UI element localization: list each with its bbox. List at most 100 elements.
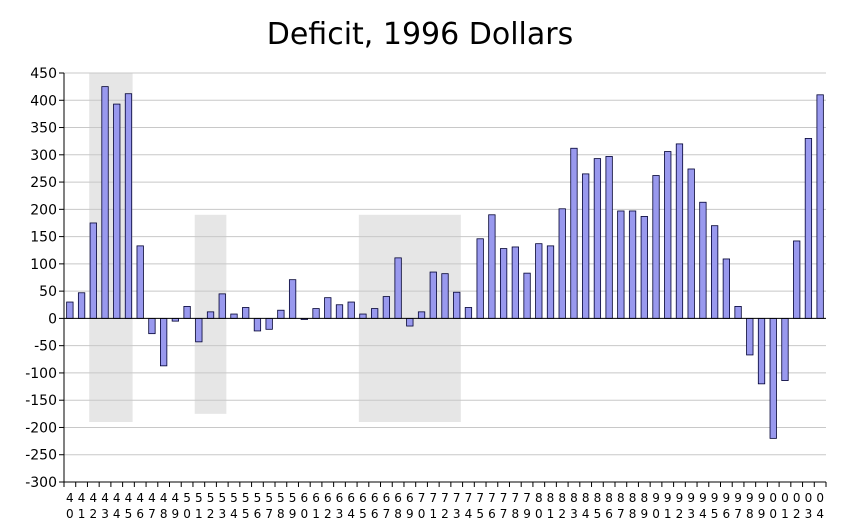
x-tick-label-top-1941: 4 xyxy=(78,491,86,505)
bar-1993 xyxy=(687,168,695,319)
x-tick-label-bottom-1990: 0 xyxy=(652,507,660,521)
x-tick-label-bottom-1977: 7 xyxy=(500,507,508,521)
x-tick-label-bottom-1948: 8 xyxy=(160,507,168,521)
x-tick-label-bottom-1985: 5 xyxy=(594,507,602,521)
x-tick-label-top-1968: 6 xyxy=(394,491,402,505)
bar-1985 xyxy=(593,158,602,319)
x-tick-label-bottom-1960: 0 xyxy=(301,507,309,521)
y-tick-label-50: 50 xyxy=(39,284,57,300)
bar-1987 xyxy=(617,210,625,319)
bar-2003 xyxy=(804,138,813,319)
bar-1977 xyxy=(499,248,508,319)
x-tick-label-top-1995: 9 xyxy=(711,491,719,505)
x-tick-label-bottom-1973: 3 xyxy=(453,507,461,521)
x-tick-label-top-1981: 8 xyxy=(547,491,555,505)
x-tick-label-top-1956: 5 xyxy=(254,491,262,505)
bar-1945 xyxy=(124,93,133,319)
bar-1941 xyxy=(77,292,86,319)
x-tick-label-bottom-1988: 8 xyxy=(629,507,637,521)
x-tick-label-top-1967: 6 xyxy=(383,491,391,505)
x-tick-label-bottom-2000: 0 xyxy=(769,507,777,521)
x-tick-label-bottom-1959: 9 xyxy=(289,507,297,521)
x-tick-label-bottom-1965: 5 xyxy=(359,507,367,521)
x-tick-label-top-1961: 6 xyxy=(312,491,320,505)
x-tick-label-top-1980: 8 xyxy=(535,491,543,505)
y-tick-label-350: 350 xyxy=(30,121,57,137)
x-tick-label-bottom-1953: 3 xyxy=(218,507,226,521)
x-tick-label-top-1997: 9 xyxy=(734,491,742,505)
x-tick-label-bottom-1989: 9 xyxy=(640,507,648,521)
bar-1972 xyxy=(441,273,449,319)
x-tick-label-bottom-1994: 4 xyxy=(699,507,707,521)
y-tick-label-100: 100 xyxy=(30,257,57,273)
bar-1983 xyxy=(570,147,578,319)
x-tick-label-bottom-1976: 6 xyxy=(488,507,496,521)
x-tick-label-top-1944: 4 xyxy=(113,491,121,505)
bar-1946 xyxy=(136,245,144,319)
bar-1953 xyxy=(218,293,226,319)
bar-1990 xyxy=(652,175,660,319)
y-tick-label--50: -50 xyxy=(34,339,57,355)
x-tick-label-bottom-1982: 2 xyxy=(558,507,566,521)
bar-1976 xyxy=(488,214,496,319)
x-tick-label-bottom-1980: 0 xyxy=(535,507,543,521)
x-tick-label-bottom-2002: 2 xyxy=(793,507,801,521)
x-tick-label-top-1964: 6 xyxy=(347,491,355,505)
x-tick-label-bottom-1942: 2 xyxy=(89,507,97,521)
x-tick-label-bottom-1969: 9 xyxy=(406,507,414,521)
x-tick-label-top-1950: 5 xyxy=(183,491,191,505)
bar-1958 xyxy=(277,309,285,319)
x-tick-label-top-1975: 7 xyxy=(476,491,484,505)
y-tick-label-150: 150 xyxy=(30,230,57,246)
x-tick-label-top-1978: 7 xyxy=(512,491,520,505)
bar-2000 xyxy=(769,317,777,439)
x-tick-label-top-1977: 7 xyxy=(500,491,508,505)
bar-1963 xyxy=(335,304,344,319)
x-tick-label-top-1948: 4 xyxy=(160,491,168,505)
x-tick-label-bottom-2001: 1 xyxy=(781,507,789,521)
x-tick-label-top-1983: 8 xyxy=(570,491,578,505)
bar-1997 xyxy=(734,306,742,319)
y-tick-label-300: 300 xyxy=(30,148,57,164)
x-tick-label-top-1999: 9 xyxy=(758,491,766,505)
x-tick-label-top-1959: 5 xyxy=(289,491,297,505)
x-tick-label-top-1993: 9 xyxy=(687,491,695,505)
x-tick-label-bottom-1996: 6 xyxy=(723,507,731,521)
x-tick-label-bottom-1957: 7 xyxy=(265,507,273,521)
x-tick-label-top-2002: 0 xyxy=(793,491,801,505)
x-tick-label-top-1947: 4 xyxy=(148,491,156,505)
bar-1959 xyxy=(288,279,297,319)
bar-1982 xyxy=(558,208,566,319)
x-tick-label-top-1960: 6 xyxy=(301,491,309,505)
bar-2001 xyxy=(781,317,789,381)
bar-1984 xyxy=(582,173,590,319)
x-tick-label-bottom-1972: 2 xyxy=(441,507,449,521)
x-tick-label-bottom-1956: 6 xyxy=(254,507,262,521)
x-tick-label-bottom-1951: 1 xyxy=(195,507,203,521)
x-tick-label-bottom-1987: 7 xyxy=(617,507,625,521)
x-tick-label-top-1998: 9 xyxy=(746,491,754,505)
x-tick-label-top-1992: 9 xyxy=(676,491,684,505)
x-tick-label-top-1996: 9 xyxy=(723,491,731,505)
x-tick-label-bottom-2004: 4 xyxy=(816,507,824,521)
bar-1954 xyxy=(230,313,238,319)
x-tick-label-bottom-1981: 1 xyxy=(547,507,555,521)
bar-1996 xyxy=(722,258,730,319)
x-tick-label-bottom-1966: 6 xyxy=(371,507,379,521)
x-tick-label-top-1973: 7 xyxy=(453,491,461,505)
x-tick-label-bottom-1991: 1 xyxy=(664,507,672,521)
x-tick-label-bottom-1947: 7 xyxy=(148,507,156,521)
x-tick-label-bottom-1952: 2 xyxy=(207,507,215,521)
bar-1962 xyxy=(324,297,332,319)
bar-1986 xyxy=(605,156,613,319)
bar-1970 xyxy=(417,311,426,319)
x-tick-label-bottom-1992: 2 xyxy=(676,507,684,521)
bar-1979 xyxy=(523,272,531,319)
x-tick-label-top-1972: 7 xyxy=(441,491,449,505)
x-tick-label-top-1958: 5 xyxy=(277,491,285,505)
y-tick-labels: 450 400 350 300 250 200 150 100 50 0 -50 -100 -150 -2… xyxy=(25,66,57,491)
x-tick-label-top-1952: 5 xyxy=(207,491,215,505)
bar-1966 xyxy=(371,308,379,319)
x-tick-label-top-1991: 9 xyxy=(664,491,672,505)
